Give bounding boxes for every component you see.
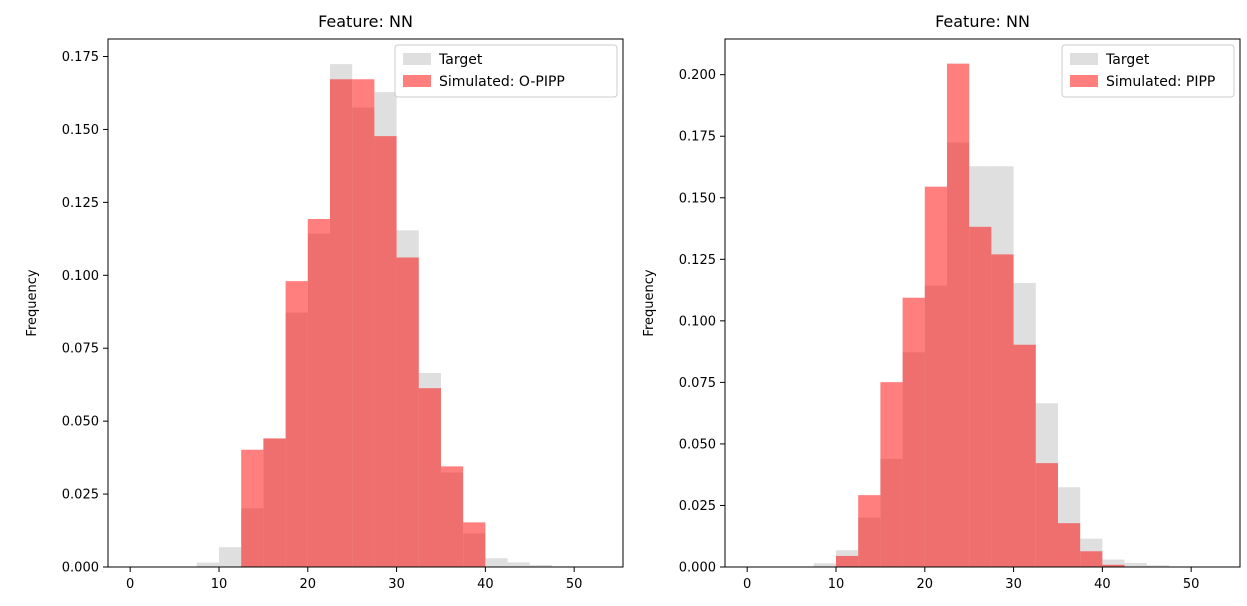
legend: Target Simulated: O-PIPP <box>394 44 618 98</box>
x-tick-label: 40 <box>1094 577 1111 592</box>
histogram-bar <box>196 562 219 567</box>
y-axis-label: Frequency <box>25 269 40 336</box>
histogram-bar <box>440 466 464 567</box>
histogram-bar <box>1080 551 1103 567</box>
histogram-bar <box>1146 565 1169 567</box>
y-tick-label: 0.175 <box>679 130 716 145</box>
x-tick-label: 20 <box>300 577 317 592</box>
histogram-bar <box>218 547 242 567</box>
x-tick-label: 30 <box>388 577 405 592</box>
histogram-bar <box>1035 463 1058 567</box>
histogram-bar <box>902 297 925 567</box>
y-tick-label: 0.000 <box>679 561 716 576</box>
histogram-bar <box>991 254 1014 567</box>
histogram-bar <box>374 136 397 567</box>
legend-box <box>394 44 618 98</box>
y-tick-label: 0.025 <box>679 499 716 514</box>
legend-entry-label: Simulated: PIPP <box>1106 74 1215 90</box>
histogram-bar <box>1013 344 1036 567</box>
histogram-bar <box>507 562 530 567</box>
right-histogram-panel: 0 10 20 30 40 50 0.000 0.025 0.050 0.075 0.100 0.12… <box>642 12 1241 592</box>
legend-entry-label: Simulated: O-PIPP <box>439 74 565 90</box>
histogram-bar <box>463 522 486 567</box>
chart-title: Feature: NN <box>935 12 1030 31</box>
histogram-bar <box>285 281 308 567</box>
y-tick-label: 0.075 <box>679 376 716 391</box>
histogram-bar <box>880 382 903 567</box>
histogram-bar <box>352 79 375 567</box>
y-tick-label: 0.100 <box>62 269 99 284</box>
legend-entry-label: Target <box>438 52 483 68</box>
histogram-bar <box>485 558 508 567</box>
histogram-bar <box>969 226 992 567</box>
histogram-bar <box>329 79 353 567</box>
x-tick-label: 50 <box>1183 577 1200 592</box>
y-tick-label: 0.175 <box>62 50 99 65</box>
x-tick-label: 20 <box>917 577 934 592</box>
histogram-bar <box>418 388 441 567</box>
series-simulated-bars <box>835 63 1125 568</box>
legend-swatch <box>403 53 431 65</box>
legend-box <box>1061 44 1235 98</box>
histogram-bar <box>946 63 970 568</box>
series-simulated-bars <box>241 79 486 568</box>
histogram-bar <box>1102 564 1125 567</box>
x-tick-label: 10 <box>211 577 228 592</box>
histogram-bar <box>1102 559 1125 567</box>
histogram-bar <box>1124 563 1147 567</box>
x-tick-label: 40 <box>477 577 494 592</box>
x-tick-label: 10 <box>828 577 845 592</box>
axes-frame <box>724 38 1241 568</box>
y-tick-label: 0.200 <box>679 68 716 83</box>
histogram-bar <box>924 186 947 567</box>
y-tick-label: 0.050 <box>62 415 99 430</box>
y-tick-label: 0.025 <box>62 488 99 503</box>
histogram-bar <box>813 563 836 567</box>
histogram-bar <box>858 495 881 567</box>
x-tick-label: 50 <box>566 577 583 592</box>
histogram-bar <box>835 555 859 567</box>
histogram-bar <box>529 564 552 567</box>
y-tick-label: 0.150 <box>62 123 99 138</box>
legend: Target Simulated: PIPP <box>1061 44 1235 98</box>
histogram-bar <box>396 257 419 567</box>
x-tick-label: 0 <box>126 577 134 592</box>
y-tick-label: 0.000 <box>62 561 99 576</box>
left-histogram-panel: 0 10 20 30 40 50 0.000 0.025 0.050 0.075 0.100 0.12… <box>25 12 624 592</box>
y-tick-label: 0.075 <box>62 342 99 357</box>
y-tick-label: 0.125 <box>62 196 99 211</box>
legend-swatch <box>1070 75 1098 87</box>
histogram-bar <box>263 438 286 567</box>
histogram-bar <box>307 218 330 568</box>
histogram-bar <box>241 449 264 567</box>
histogram-bar <box>1057 523 1081 567</box>
y-tick-label: 0.150 <box>679 191 716 206</box>
y-axis-label: Frequency <box>642 269 657 336</box>
legend-entry-label: Target <box>1105 52 1150 68</box>
y-tick-label: 0.050 <box>679 437 716 452</box>
chart-title: Feature: NN <box>318 12 413 31</box>
legend-swatch <box>1070 53 1098 65</box>
x-tick-label: 30 <box>1005 577 1022 592</box>
axes-frame <box>107 38 624 568</box>
y-tick-label: 0.125 <box>679 253 716 268</box>
y-tick-label: 0.100 <box>679 314 716 329</box>
x-tick-label: 0 <box>743 577 751 592</box>
legend-swatch <box>403 75 431 87</box>
